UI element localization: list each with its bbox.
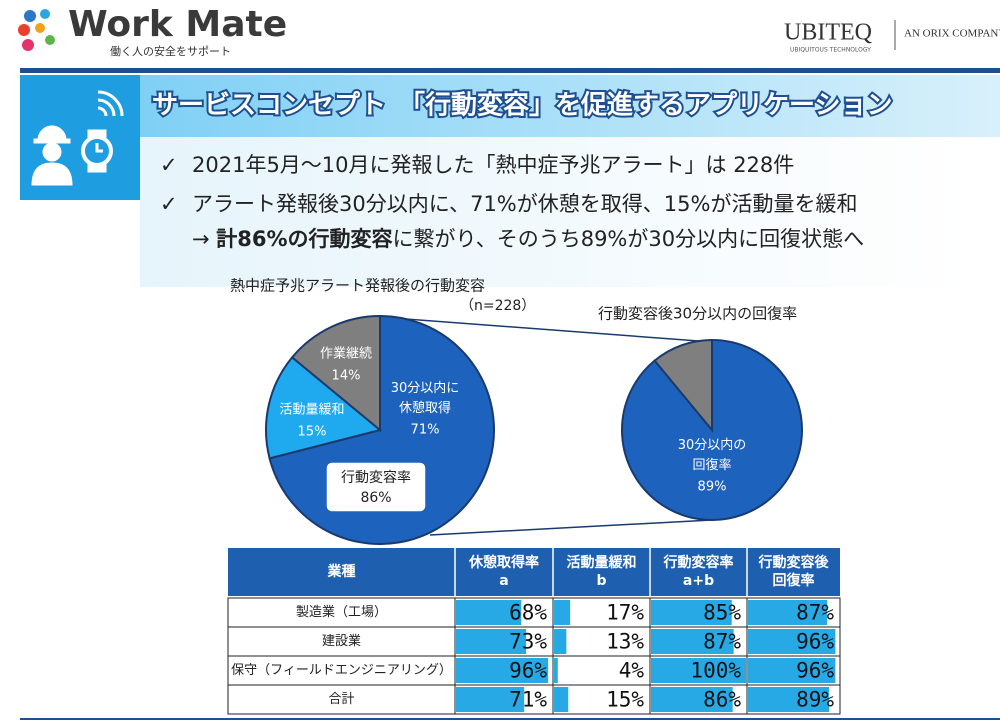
emphasis: 計86%の行動変容 — [216, 227, 392, 251]
text-line: 回復率 — [773, 572, 815, 589]
text-line: 30分以内に — [391, 380, 460, 396]
bullet-mark: ✓ — [160, 192, 178, 216]
pie-slice — [653, 338, 713, 433]
pie-slice — [265, 355, 383, 460]
row-label: 保守（フィールドエンジニアリング） — [231, 663, 452, 678]
data-bar — [554, 629, 567, 654]
data-bar — [554, 687, 569, 712]
table-header: 行動変容率 a+b — [663, 554, 734, 589]
callout-label: 行動変容率 — [341, 469, 411, 486]
table-row — [227, 626, 841, 657]
slice-label: 30分以内に休憩取得 — [391, 380, 460, 416]
logo: Work Mate — [68, 4, 287, 45]
data-bar — [651, 658, 746, 683]
slice-value-label: 15% — [298, 425, 327, 440]
cell-value: 89% — [796, 688, 834, 712]
cell-value: 87% — [796, 601, 834, 625]
bullet-text: 2021年5月～10月に発報した「熱中症予兆アラート」は 228件 — [192, 153, 794, 177]
arrow: → — [192, 227, 216, 251]
cell-value: 13% — [606, 630, 644, 654]
slice-value-label: 71% — [411, 423, 440, 438]
data-bar — [456, 687, 525, 712]
data-bar — [651, 687, 733, 712]
data-bar — [748, 687, 829, 712]
connector — [379, 316, 713, 343]
cell-value: 17% — [606, 601, 644, 625]
cell-value: 100% — [690, 659, 741, 683]
data-bar — [651, 600, 732, 625]
title-band — [140, 75, 1000, 137]
cell-value: 85% — [703, 601, 741, 625]
company: UBITEQ — [784, 20, 872, 46]
table-header: 行動変容後回復率 — [758, 554, 830, 589]
text-line: 行動変容後 — [758, 554, 830, 571]
data-bar — [748, 600, 828, 625]
cell-value: 73% — [509, 630, 547, 654]
cell-value: 96% — [509, 659, 547, 683]
data-bar — [554, 600, 571, 625]
text-line: b — [596, 573, 606, 589]
table-row — [227, 597, 841, 628]
cell-value: 4% — [619, 659, 645, 683]
cell-value: 68% — [509, 601, 547, 625]
row-label: 製造業（工場） — [296, 604, 387, 620]
slice-value-label: 89% — [698, 480, 727, 495]
data-bar — [456, 658, 549, 683]
table-header: 休憩取得率 a — [468, 554, 539, 589]
text-line: a — [499, 573, 508, 589]
cell-value: 96% — [796, 659, 834, 683]
text-line: 活動量緩和 — [567, 554, 637, 571]
slide-title: サービスコンセプト 「行動変容」を促進するアプリケーション — [152, 90, 892, 121]
logo-icon — [18, 9, 55, 51]
callout-box — [325, 461, 427, 513]
slice-label: 作業継続 — [320, 346, 372, 362]
text-line: 休憩取得率 — [468, 554, 539, 571]
text-line: 30分以内の — [678, 437, 747, 453]
data-bar — [748, 629, 836, 654]
chart-subtitle: （n=228） — [460, 298, 535, 314]
row-label: 合計 — [328, 691, 354, 707]
cell-value: 15% — [606, 688, 644, 712]
cell-value: 96% — [796, 630, 834, 654]
bullet-mark: ✓ — [160, 153, 178, 177]
data-bar — [456, 600, 522, 625]
chart-title: 行動変容後30分以内の回復率 — [598, 305, 797, 323]
cell-value: 87% — [703, 630, 741, 654]
bullet-area — [140, 137, 975, 287]
slice-value-label: 14% — [332, 369, 361, 384]
data-bar — [456, 629, 527, 654]
worker-icon — [31, 90, 124, 186]
text: に繋がり、そのうち89%が30分以内に回復状態へ — [393, 227, 865, 251]
table-header: 活動量緩和 b — [567, 554, 637, 589]
cell-value: 86% — [703, 688, 741, 712]
text-line: 休憩取得 — [399, 400, 451, 416]
table-header: 業種 — [327, 563, 356, 580]
bullet-continuation: → 計86%の行動変容に繋がり、そのうち89%が30分以内に回復状態へ — [192, 227, 864, 251]
slice-label: 30分以内の回復率 — [678, 437, 747, 473]
data-bar — [748, 658, 836, 683]
table-header-bg — [228, 548, 840, 596]
callout-value: 86% — [360, 490, 391, 506]
text-line: 回復率 — [692, 457, 731, 473]
chart-title: 熱中症予兆アラート発報後の行動変容 — [230, 277, 485, 295]
pie-slice — [290, 314, 381, 433]
table-row — [227, 684, 841, 715]
company-sub: UBIQUITOUS TECHNOLOGY — [790, 47, 871, 54]
row-label: 建設業 — [322, 633, 361, 649]
tagline: 働く人の安全をサポート — [110, 44, 231, 58]
header-rule — [20, 68, 1000, 73]
slice-label: 活動量緩和 — [279, 403, 344, 418]
text-line: a+b — [683, 573, 714, 589]
data-bar — [651, 629, 734, 654]
connector — [429, 519, 713, 536]
company-group: AN ORIX COMPANY — [904, 28, 1000, 40]
text-line: 行動変容率 — [663, 554, 734, 571]
bullet-text: アラート発報後30分以内に、71%が休憩を取得、15%が活動量を緩和 — [192, 192, 857, 216]
cell-value: 71% — [509, 688, 547, 712]
data-bar — [554, 658, 558, 683]
